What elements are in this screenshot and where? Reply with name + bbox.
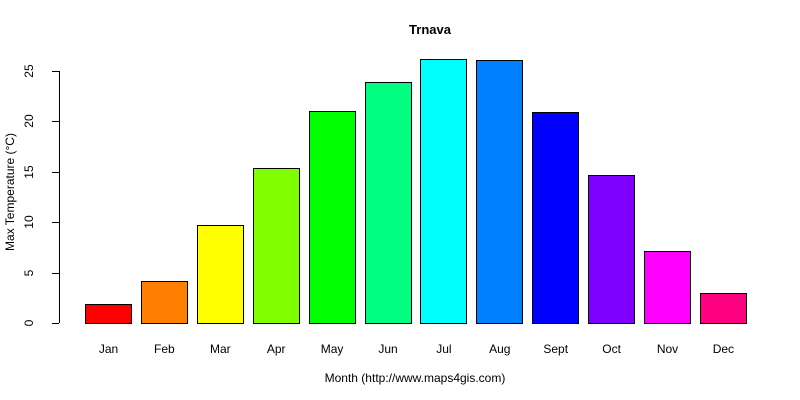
y-tick-mark xyxy=(52,323,59,324)
y-tick-label: 25 xyxy=(22,64,36,78)
bar-sept xyxy=(532,112,580,324)
x-tick-label: Jul xyxy=(436,342,452,356)
x-tick-label: Mar xyxy=(209,342,231,356)
x-tick-label: Jan xyxy=(98,342,119,356)
bar-nov xyxy=(644,251,691,324)
bar-jun xyxy=(364,82,412,324)
x-tick-label: Feb xyxy=(154,342,175,356)
bar-dec xyxy=(699,292,747,324)
x-tick-label: Dec xyxy=(712,342,735,356)
x-tick-label: Oct xyxy=(602,342,621,356)
y-tick-label: 0 xyxy=(22,319,36,327)
y-tick-label: 5 xyxy=(22,269,36,276)
y-tick-label: 10 xyxy=(22,215,36,229)
x-tick-label: Apr xyxy=(266,342,286,356)
y-tick-label: 20 xyxy=(22,114,36,129)
bar-jul xyxy=(420,58,468,324)
x-tick-label: Nov xyxy=(656,342,679,356)
y-tick-mark xyxy=(52,272,59,274)
y-axis-line xyxy=(59,71,60,323)
y-tick-mark xyxy=(52,222,59,224)
x-tick-label: May xyxy=(320,342,344,356)
bar-oct xyxy=(588,174,636,324)
y-tick-mark xyxy=(52,171,59,173)
chart-title: Trnava xyxy=(409,22,451,37)
x-tick-label: Jun xyxy=(378,342,398,356)
bar-may xyxy=(308,111,356,324)
bar-mar xyxy=(196,225,244,324)
bar-jan xyxy=(85,303,132,324)
bar-aug xyxy=(476,59,524,324)
bar-feb xyxy=(140,280,188,324)
y-tick-label: 15 xyxy=(22,165,36,179)
x-tick-label: Sept xyxy=(543,342,569,356)
y-axis-label: Max Temperature (°C) xyxy=(3,133,17,251)
x-axis-label: Month (http://www.maps4gis.com) xyxy=(324,371,506,385)
y-tick-mark xyxy=(52,121,59,123)
y-tick-mark xyxy=(52,71,59,72)
bar-apr xyxy=(252,167,300,324)
x-tick-label: Aug xyxy=(489,342,511,356)
